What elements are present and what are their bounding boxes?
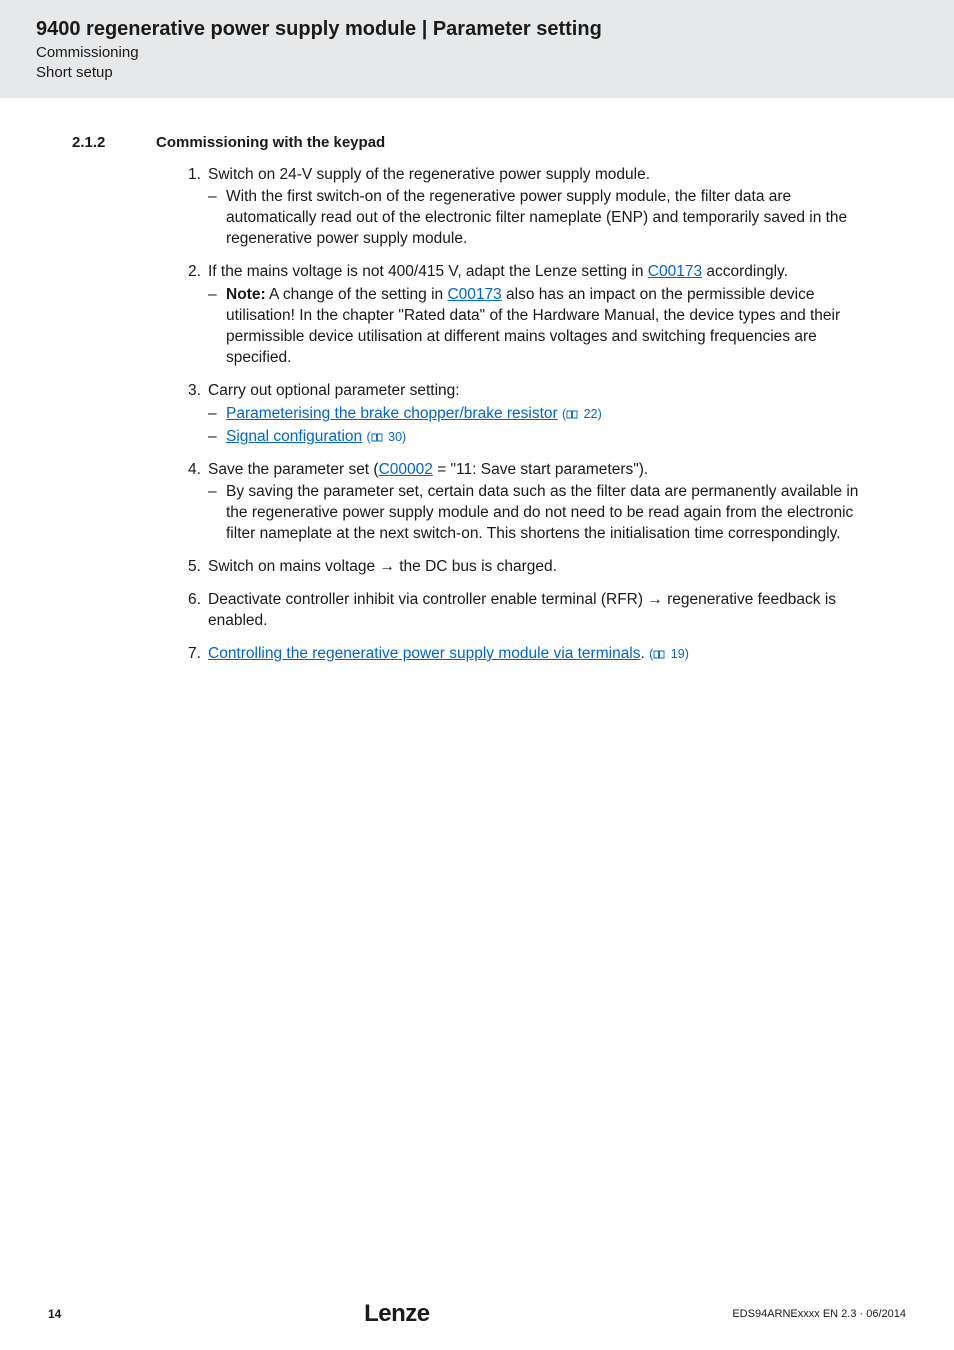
page-ref[interactable]: ( 30) xyxy=(366,430,406,444)
cross-ref-link[interactable]: Controlling the regenerative power suppl… xyxy=(208,645,641,662)
sub-item: – Parameterising the brake chopper/brake… xyxy=(208,404,882,425)
numbered-list: 1. Switch on 24-V supply of the regenera… xyxy=(188,165,882,665)
param-link[interactable]: C00173 xyxy=(447,286,501,303)
cross-ref-link[interactable]: Signal configuration xyxy=(226,428,362,445)
item-text: If the mains voltage is not 400/415 V, a… xyxy=(208,262,882,283)
sub-text: Note: A change of the setting in C00173 … xyxy=(226,285,882,369)
list-item: 7. Controlling the regenerative power su… xyxy=(188,644,882,665)
item-text: Switch on mains voltage → the DC bus is … xyxy=(208,557,882,578)
list-item: 2. If the mains voltage is not 400/415 V… xyxy=(188,262,882,369)
dash-icon: – xyxy=(208,187,226,250)
item-text: Carry out optional parameter setting: xyxy=(208,381,882,402)
section-title: Commissioning with the keypad xyxy=(156,134,385,151)
book-icon xyxy=(566,410,578,419)
note-label: Note: xyxy=(226,286,266,303)
sub-text: Signal configuration ( 30) xyxy=(226,427,882,448)
param-link[interactable]: C00002 xyxy=(379,461,433,478)
sub-text: By saving the parameter set, certain dat… xyxy=(226,482,882,545)
item-number: 6. xyxy=(188,590,208,632)
item-text: Controlling the regenerative power suppl… xyxy=(208,644,882,665)
text-fragment: = "11: Save start parameters"). xyxy=(433,461,648,478)
item-number: 3. xyxy=(188,381,208,402)
dash-icon: – xyxy=(208,404,226,425)
item-text: Switch on 24-V supply of the regenerativ… xyxy=(208,165,882,186)
item-number: 5. xyxy=(188,557,208,578)
ref-number: 30 xyxy=(388,430,402,444)
header-breadcrumb-2: Short setup xyxy=(36,63,918,83)
list-item: 6. Deactivate controller inhibit via con… xyxy=(188,590,882,632)
header-title: 9400 regenerative power supply module | … xyxy=(36,18,918,41)
sub-text: With the first switch-on of the regenera… xyxy=(226,187,882,250)
header-breadcrumb-1: Commissioning xyxy=(36,43,918,63)
dash-icon: – xyxy=(208,482,226,545)
lenze-logo: Lenze xyxy=(364,1300,430,1328)
document-id: EDS94ARNExxxx EN 2.3 · 06/2014 xyxy=(732,1308,906,1320)
dash-icon: – xyxy=(208,427,226,448)
page-ref[interactable]: ( 19) xyxy=(649,647,689,661)
text-fragment: Save the parameter set ( xyxy=(208,461,379,478)
sub-text: Parameterising the brake chopper/brake r… xyxy=(226,404,882,425)
list-item: 1. Switch on 24-V supply of the regenera… xyxy=(188,165,882,251)
item-number: 4. xyxy=(188,460,208,481)
item-number: 1. xyxy=(188,165,208,186)
page-number: 14 xyxy=(48,1307,61,1321)
section-number: 2.1.2 xyxy=(72,134,156,151)
sub-item: – With the first switch-on of the regene… xyxy=(208,187,882,250)
sub-item: – Note: A change of the setting in C0017… xyxy=(208,285,882,369)
text-fragment: . xyxy=(641,645,650,662)
item-text: Save the parameter set (C00002 = "11: Sa… xyxy=(208,460,882,481)
book-icon xyxy=(653,650,665,659)
text-fragment: If the mains voltage is not 400/415 V, a… xyxy=(208,263,648,280)
ref-number: 22 xyxy=(584,407,598,421)
dash-icon: – xyxy=(208,285,226,369)
param-link[interactable]: C00173 xyxy=(648,263,702,280)
text-fragment: A change of the setting in xyxy=(266,286,448,303)
page-header: 9400 regenerative power supply module | … xyxy=(0,0,954,98)
page-footer: 14 Lenze EDS94ARNExxxx EN 2.3 · 06/2014 xyxy=(0,1300,954,1328)
sub-item: – Signal configuration ( 30) xyxy=(208,427,882,448)
sub-item: – By saving the parameter set, certain d… xyxy=(208,482,882,545)
book-icon xyxy=(371,433,383,442)
item-number: 2. xyxy=(188,262,208,283)
item-number: 7. xyxy=(188,644,208,665)
item-text: Deactivate controller inhibit via contro… xyxy=(208,590,882,632)
text-fragment: accordingly. xyxy=(702,263,788,280)
section-heading-row: 2.1.2 Commissioning with the keypad xyxy=(72,134,882,151)
ref-number: 19 xyxy=(671,647,685,661)
page-content: 2.1.2 Commissioning with the keypad 1. S… xyxy=(0,98,954,665)
page-ref[interactable]: ( 22) xyxy=(562,407,602,421)
cross-ref-link[interactable]: Parameterising the brake chopper/brake r… xyxy=(226,405,558,422)
list-item: 4. Save the parameter set (C00002 = "11:… xyxy=(188,460,882,546)
list-item: 3. Carry out optional parameter setting:… xyxy=(188,381,882,448)
list-item: 5. Switch on mains voltage → the DC bus … xyxy=(188,557,882,578)
